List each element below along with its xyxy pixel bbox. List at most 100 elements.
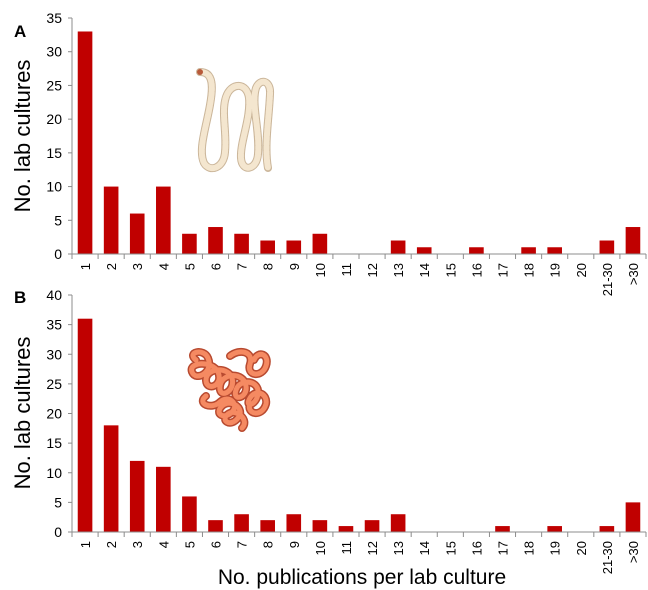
x-tick-label: 3 xyxy=(130,263,145,270)
x-tick-label: 2 xyxy=(104,263,119,270)
x-tick-label: 13 xyxy=(391,263,406,277)
y-tick-label: 10 xyxy=(46,179,62,195)
bar xyxy=(469,247,484,254)
bar xyxy=(495,526,510,532)
y-tick-label: 35 xyxy=(46,10,62,26)
bar xyxy=(208,520,223,532)
bar xyxy=(625,227,641,254)
panel-b-y-ticks: 0 5 10 15 20 25 30 35 40 xyxy=(46,287,62,540)
bar xyxy=(129,460,145,532)
bar xyxy=(103,425,119,532)
bar xyxy=(286,514,302,532)
x-tick-label: 5 xyxy=(182,541,197,548)
y-tick-label: 10 xyxy=(46,465,62,481)
y-tick-label: 25 xyxy=(46,77,62,93)
x-tick-label: 5 xyxy=(182,263,197,270)
x-tick-label: 12 xyxy=(365,263,380,277)
y-tick-label: 20 xyxy=(46,406,62,422)
y-tick-label: 25 xyxy=(46,376,62,392)
x-tick-label: 15 xyxy=(443,541,458,555)
panel-a-bars xyxy=(77,31,641,254)
x-tick-label: 12 xyxy=(365,541,380,555)
x-tick-label: 11 xyxy=(339,541,354,555)
y-tick-label: 35 xyxy=(46,317,62,333)
bar xyxy=(312,233,328,254)
bar xyxy=(286,240,302,254)
panel-b-y-axis-title: No. lab cultures xyxy=(10,337,35,490)
bar xyxy=(312,520,328,532)
x-tick-label: 21-30 xyxy=(600,541,615,574)
panel-b-axis xyxy=(68,294,647,537)
bar xyxy=(599,526,615,532)
x-axis-title: No. publications per lab culture xyxy=(218,566,506,589)
x-tick-label: 1 xyxy=(78,263,93,270)
panel-b-bars xyxy=(77,318,641,532)
x-tick-label: 3 xyxy=(130,541,145,548)
y-tick-label: 15 xyxy=(46,145,62,161)
x-tick-label: 19 xyxy=(548,263,563,277)
x-tick-label: 18 xyxy=(522,541,537,555)
y-tick-label: 0 xyxy=(54,246,62,262)
bar xyxy=(77,31,93,254)
bar xyxy=(547,526,562,532)
x-tick-label: 10 xyxy=(313,263,328,277)
x-tick-label: 6 xyxy=(209,263,224,270)
x-tick-label: 17 xyxy=(496,541,511,555)
x-tick-label: 8 xyxy=(261,263,276,270)
x-tick-label: 20 xyxy=(574,541,589,555)
y-tick-label: 40 xyxy=(46,287,62,303)
x-tick-label: 19 xyxy=(548,541,563,555)
y-tick-label: 0 xyxy=(54,524,62,540)
x-tick-label: 16 xyxy=(469,263,484,277)
bar xyxy=(156,466,171,532)
bar xyxy=(77,318,93,532)
y-tick-label: 30 xyxy=(46,44,62,60)
bar xyxy=(390,514,406,532)
bar xyxy=(260,240,275,254)
x-tick-label: 14 xyxy=(417,263,432,277)
x-tick-label: >30 xyxy=(626,541,641,563)
bar xyxy=(156,186,171,254)
x-tick-label: 2 xyxy=(104,541,119,548)
bar xyxy=(182,496,197,532)
y-tick-label: 20 xyxy=(46,111,62,127)
pale-worm-icon xyxy=(196,68,275,173)
bar xyxy=(182,233,197,254)
x-tick-label: 11 xyxy=(339,263,354,277)
panel-b-x-ticks: 1 2 3 4 5 6 7 8 9 10 11 12 13 14 15 16 17 18 19 20 21-30 >30 xyxy=(78,541,641,574)
x-tick-label: 20 xyxy=(574,263,589,277)
bar xyxy=(338,526,354,532)
panel-a-y-ticks: 0 5 10 15 20 25 30 35 xyxy=(46,10,62,262)
x-tick-label: 8 xyxy=(261,541,276,548)
bar xyxy=(599,240,615,254)
x-tick-label: 14 xyxy=(417,541,432,555)
x-tick-label: 9 xyxy=(287,263,302,270)
panel-a-x-ticks: 1 2 3 4 5 6 7 8 9 10 11 12 13 14 15 16 17 18 19 20 21-30 >30 xyxy=(78,263,641,296)
panel-a-y-axis-title: No. lab cultures xyxy=(10,60,35,213)
panel-a-label: A xyxy=(14,22,26,41)
x-tick-label: 15 xyxy=(443,263,458,277)
x-tick-label: 7 xyxy=(235,541,250,548)
bar xyxy=(521,247,536,254)
bar xyxy=(234,233,249,254)
panel-a-axis xyxy=(68,17,647,259)
x-tick-label: 4 xyxy=(156,263,171,270)
x-tick-label: 4 xyxy=(156,541,171,548)
bar xyxy=(364,520,380,532)
x-tick-label: 9 xyxy=(287,541,302,548)
x-tick-label: >30 xyxy=(626,263,641,285)
bar xyxy=(625,502,641,532)
bar xyxy=(234,514,249,532)
x-tick-label: 13 xyxy=(391,541,406,555)
bar xyxy=(416,247,432,254)
bar xyxy=(208,227,223,254)
x-tick-label: 10 xyxy=(313,541,328,555)
y-tick-label: 5 xyxy=(54,494,62,510)
x-tick-label: 17 xyxy=(496,263,511,277)
y-tick-label: 15 xyxy=(46,435,62,451)
y-tick-label: 5 xyxy=(54,212,62,228)
bar xyxy=(129,213,145,254)
